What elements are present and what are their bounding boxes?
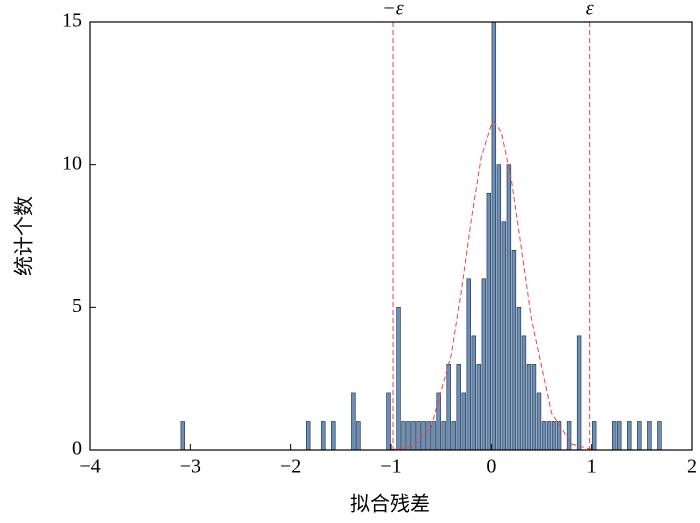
x-tick-label: −3 — [180, 456, 201, 478]
bar — [627, 421, 632, 451]
bar — [411, 421, 416, 451]
bar — [637, 421, 642, 451]
bar — [386, 392, 391, 451]
bar — [321, 421, 326, 451]
bar — [506, 164, 512, 451]
x-tick-label: −1 — [380, 456, 401, 478]
epsilon-label: ε — [586, 0, 594, 20]
bar — [496, 164, 502, 451]
bar — [566, 421, 572, 451]
y-tick-label: 10 — [62, 152, 82, 174]
bar — [401, 421, 406, 451]
bar — [351, 392, 356, 451]
bar — [356, 421, 361, 451]
bar — [471, 335, 476, 451]
bar — [306, 421, 311, 451]
bar — [576, 335, 582, 451]
bar — [516, 307, 522, 451]
plot-frame — [89, 21, 693, 451]
bar — [481, 278, 487, 451]
bar — [486, 192, 492, 451]
y-tick-label: 0 — [72, 438, 82, 460]
bar — [461, 392, 466, 451]
bar — [647, 421, 652, 451]
x-tick-label: 0 — [486, 456, 496, 478]
bar — [531, 364, 537, 451]
bar — [491, 21, 497, 451]
bar — [476, 364, 481, 451]
x-tick-label: −2 — [280, 456, 301, 478]
bar — [416, 421, 421, 451]
x-tick-label: 2 — [687, 456, 697, 478]
epsilon-label: −ε — [382, 0, 403, 20]
y-axis-label: 统计个数 — [13, 196, 36, 276]
x-axis-label: 拟合残差 — [350, 493, 430, 516]
bar — [451, 421, 456, 451]
bar — [180, 421, 186, 451]
bar — [426, 421, 431, 451]
bar — [617, 421, 622, 451]
bar — [521, 335, 527, 451]
bar — [456, 364, 461, 451]
bar — [331, 421, 336, 451]
bar — [466, 278, 471, 451]
y-tick-label: 5 — [72, 295, 82, 317]
bar — [541, 421, 547, 451]
x-tick-label: −4 — [79, 456, 100, 478]
bar — [612, 421, 617, 451]
bar — [536, 392, 542, 451]
bar — [526, 364, 532, 451]
bar — [441, 421, 446, 451]
bar — [501, 221, 507, 451]
x-tick-label: 1 — [587, 456, 597, 478]
bar — [446, 364, 451, 451]
bar — [551, 421, 557, 451]
y-tick-label: 15 — [62, 10, 82, 32]
fit-curve — [390, 121, 592, 451]
bar — [546, 421, 552, 451]
bar — [657, 421, 662, 451]
bar — [406, 421, 411, 451]
bar — [591, 421, 597, 451]
bar — [396, 307, 401, 451]
bar — [511, 249, 517, 451]
bar — [431, 421, 436, 451]
